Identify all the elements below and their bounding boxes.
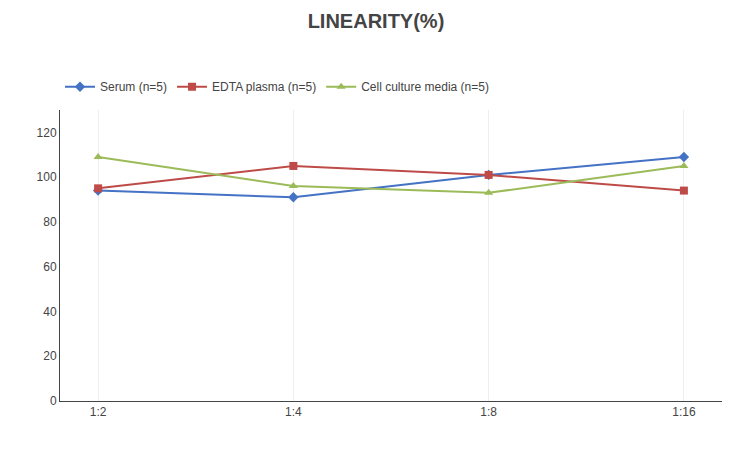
svg-text:EDTA plasma (n=5): EDTA plasma (n=5) bbox=[212, 80, 316, 94]
svg-text:1:8: 1:8 bbox=[480, 405, 497, 419]
svg-text:80: 80 bbox=[43, 215, 57, 229]
svg-text:Serum (n=5): Serum (n=5) bbox=[100, 80, 167, 94]
svg-text:0: 0 bbox=[50, 394, 57, 408]
svg-text:100: 100 bbox=[37, 170, 57, 184]
svg-text:20: 20 bbox=[43, 349, 57, 363]
svg-text:1:2: 1:2 bbox=[90, 405, 107, 419]
svg-text:1:16: 1:16 bbox=[672, 405, 696, 419]
svg-text:Cell culture media (n=5): Cell culture media (n=5) bbox=[361, 80, 489, 94]
svg-text:60: 60 bbox=[43, 260, 57, 274]
svg-text:40: 40 bbox=[43, 305, 57, 319]
svg-text:1:4: 1:4 bbox=[285, 405, 302, 419]
svg-text:LINEARITY(%): LINEARITY(%) bbox=[308, 10, 445, 32]
svg-text:120: 120 bbox=[37, 126, 57, 140]
